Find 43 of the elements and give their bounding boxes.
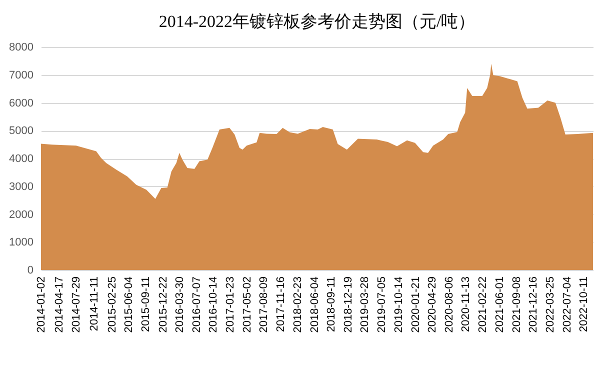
x-tick-label: 2018-06-04 (308, 276, 321, 333)
x-tick-label: 2022-10-11 (578, 276, 590, 332)
x-tick-label: 2021-12-16 (528, 276, 540, 333)
x-tick-label: 2014-04-17 (53, 276, 66, 333)
y-tick-label: 4000 (9, 153, 34, 165)
x-tick-label: 2020-08-06 (443, 276, 456, 333)
x-tick-label: 2018-02-23 (292, 276, 304, 333)
x-tick-label: 2020-11-13 (460, 276, 472, 332)
y-tick-label: 6000 (9, 97, 34, 110)
x-tick-label: 2018-12-19 (342, 276, 354, 333)
x-tick-label: 2019-07-05 (376, 276, 388, 333)
x-tick-label: 2019-03-28 (359, 276, 372, 333)
y-tick-label: 0 (27, 264, 34, 276)
y-tick-label: 7000 (9, 69, 34, 82)
x-tick-label: 2014-07-29 (70, 276, 83, 333)
x-tick-label: 2015-06-04 (123, 276, 136, 333)
x-tick-label: 2018-09-11 (326, 276, 338, 332)
y-tick-label: 1000 (9, 236, 34, 249)
y-tick-label: 8000 (9, 42, 34, 54)
y-tick-label: 3000 (9, 180, 34, 193)
x-tick-label: 2022-03-25 (544, 276, 556, 333)
x-tick-label: 2021-02-22 (477, 276, 490, 333)
x-tick-label: 2017-05-02 (241, 276, 254, 333)
chart-title: 2014-2022年镀锌板参考价走势图（元/吨） (158, 12, 476, 31)
x-tick-label: 2015-09-11 (140, 276, 152, 332)
x-tick-label: 2015-12-22 (157, 276, 170, 333)
x-tick-label: 2017-08-09 (258, 276, 270, 333)
x-tick-label: 2021-06-01 (494, 276, 506, 333)
x-tick-label: 2016-10-14 (208, 276, 220, 333)
x-tick-label: 2014-11-11 (88, 276, 101, 332)
x-tick-label: 2014-01-02 (36, 276, 48, 333)
x-tick-label: 2017-01-23 (224, 276, 237, 333)
x-tick-label: 2016-07-07 (190, 276, 203, 333)
y-tick-label: 5000 (9, 125, 34, 138)
x-tick-label: 2022-07-04 (561, 276, 574, 333)
x-tick-label: 2021-09-08 (510, 276, 523, 333)
y-tick-label: 2000 (9, 208, 34, 221)
x-tick-label: 2017-11-16 (275, 276, 287, 332)
x-tick-label: 2015-02-25 (106, 276, 118, 333)
x-tick-label: 2020-01-21 (410, 276, 422, 333)
x-tick-label: 2019-10-14 (393, 276, 406, 333)
x-tick-label: 2016-03-30 (174, 276, 186, 333)
x-tick-label: 2020-04-29 (426, 276, 439, 333)
